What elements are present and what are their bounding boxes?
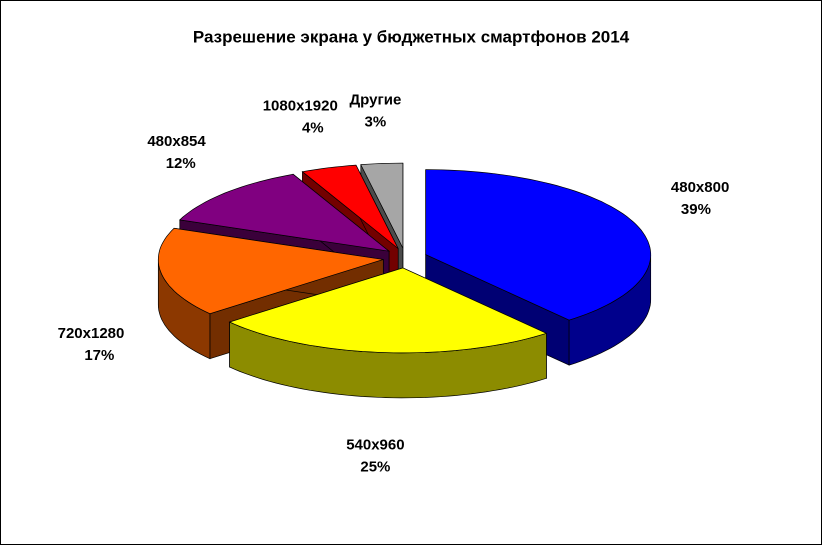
slice-top [301,164,399,249]
slice-top [425,169,652,321]
data-label-name: 1080x1920 [263,97,338,114]
data-label-value: 4% [302,119,324,136]
slice-top [228,267,548,354]
data-label-value: 39% [681,201,711,218]
slice-top [360,162,404,249]
data-label-value: 25% [360,459,390,476]
data-label-name: 540x960 [346,437,404,454]
data-label-name: 720x1280 [58,325,125,342]
slice-top [157,227,384,315]
data-label-value: 12% [166,155,196,172]
data-label-value: 17% [84,347,114,364]
chart-title: Разрешение экрана у бюджетных смартфонов… [193,27,630,46]
data-label-value: 3% [365,113,387,130]
data-label-name: Другие [349,91,401,108]
slice-top [179,173,391,252]
data-label-name: 480x854 [147,133,206,150]
data-label-name: 480x800 [671,179,729,196]
